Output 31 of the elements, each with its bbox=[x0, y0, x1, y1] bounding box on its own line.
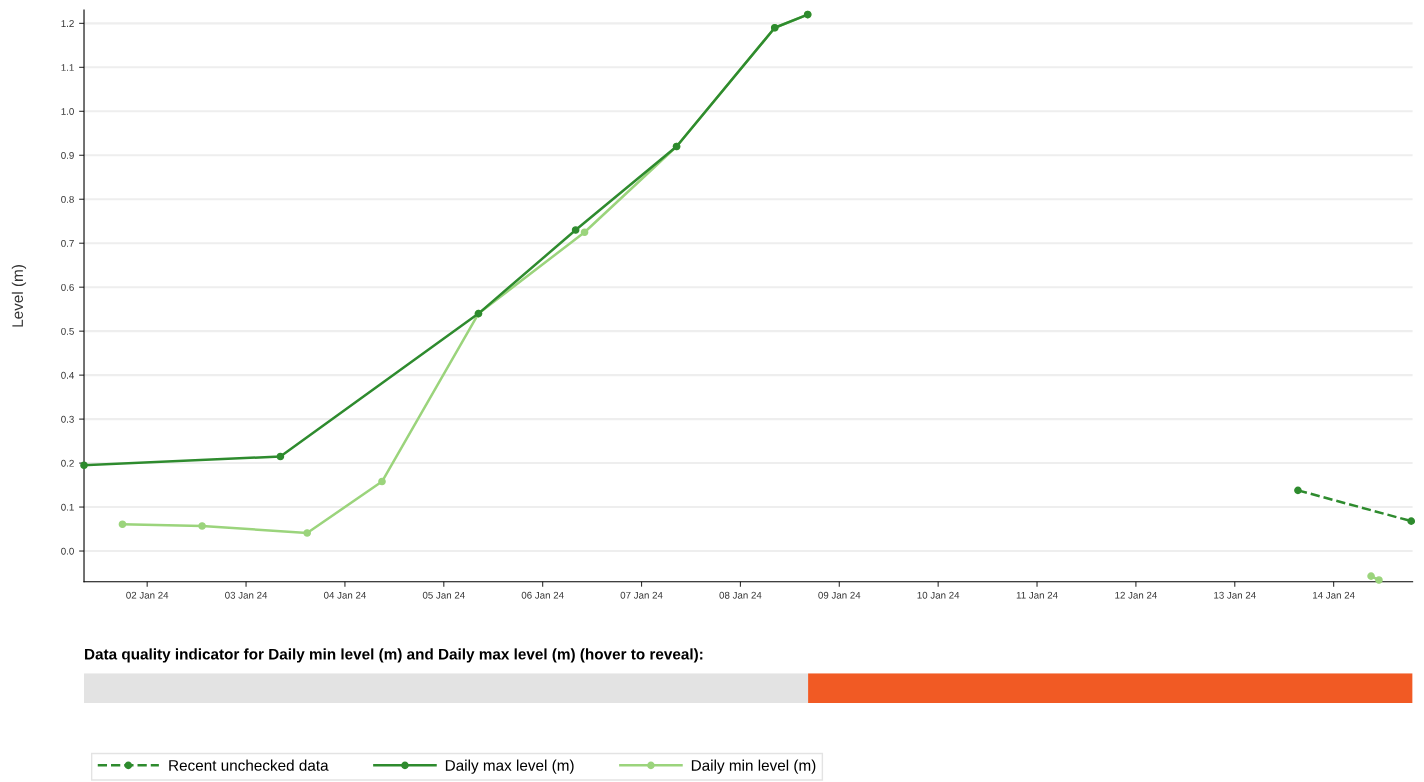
x-tick-label: 14 Jan 24 bbox=[1313, 591, 1355, 599]
x-tick-label: 04 Jan 24 bbox=[323, 591, 366, 599]
y-tick-label: 0.8 bbox=[61, 195, 74, 203]
x-tick-label: 05 Jan 24 bbox=[422, 591, 465, 599]
x-tick-label: 09 Jan 24 bbox=[818, 591, 861, 599]
y-tick-label: 0.7 bbox=[61, 239, 74, 247]
y-tick-label: 1.2 bbox=[61, 20, 74, 27]
y-tick-label: 0.1 bbox=[61, 503, 74, 511]
y-tick-label: 0.4 bbox=[61, 371, 75, 379]
y-tick-label: 0.0 bbox=[61, 547, 74, 555]
x-tick-label: 06 Jan 24 bbox=[521, 591, 564, 599]
x-tick-label: 11 Jan 24 bbox=[1016, 591, 1058, 599]
x-tick-label: 03 Jan 24 bbox=[225, 591, 268, 599]
x-tick-label: 07 Jan 24 bbox=[620, 591, 663, 599]
x-tick-label: 13 Jan 24 bbox=[1214, 591, 1256, 599]
x-tick-label: 08 Jan 24 bbox=[719, 591, 762, 599]
text: Data quality indicator for Daily min level (m) and Daily max level (m) (hover to reveal): bbox=[85, 648, 703, 663]
y-axis-title: Level (m) bbox=[11, 265, 27, 327]
y-tick-label: 0.2 bbox=[61, 459, 74, 467]
legend-label: Daily min level (m) bbox=[691, 759, 816, 774]
y-tick-label: 1.1 bbox=[61, 64, 74, 71]
x-tick-label: 12 Jan 24 bbox=[1115, 591, 1157, 599]
legend-label: Daily max level (m) bbox=[445, 759, 574, 774]
y-tick-label: 0.6 bbox=[61, 283, 74, 291]
y-tick-label: 0.3 bbox=[61, 415, 74, 423]
x-tick-label: 02 Jan 24 bbox=[126, 591, 169, 599]
y-tick-label: 1.0 bbox=[61, 108, 74, 115]
y-tick-label: 0.5 bbox=[61, 327, 74, 335]
legend-label: Recent unchecked data bbox=[169, 759, 329, 771]
y-tick-label: 0.9 bbox=[61, 152, 74, 159]
x-tick-label: 10 Jan 24 bbox=[917, 591, 960, 599]
